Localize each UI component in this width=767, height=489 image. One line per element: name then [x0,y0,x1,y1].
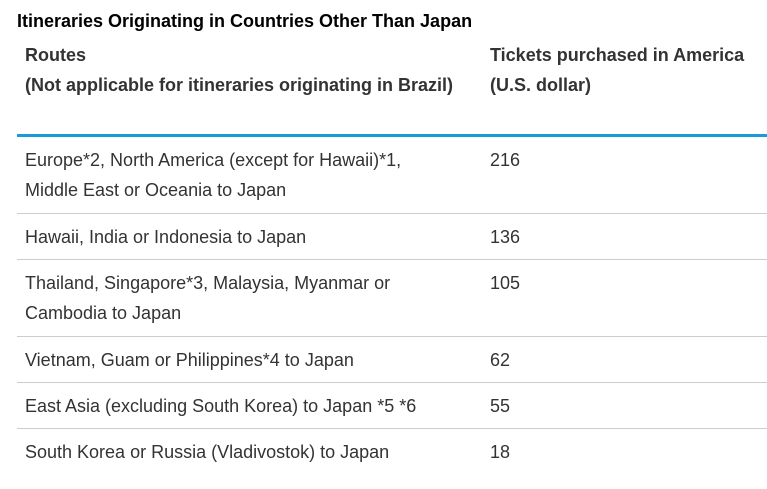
route-text: Thailand, Singapore*3, Malaysia, Myanmar… [25,273,391,293]
route-text: South Korea or Russia (Vladivostok) to J… [25,442,390,462]
route-text: Cambodia to Japan [25,303,182,323]
route-cell: Vietnam, Guam or Philippines*4 to Japan [17,337,490,382]
route-text: Middle East or Oceania to Japan [25,180,287,200]
header-price-label: Tickets purchased in America [490,45,745,65]
table-row: Thailand, Singapore*3, Malaysia, Myanmar… [17,260,767,337]
price-cell: 55 [490,396,511,416]
header-routes-note: (Not applicable for itineraries originat… [25,75,454,95]
table-row: Hawaii, India or Indonesia to Japan 136 [17,214,767,260]
table-header: Routes (Not applicable for itineraries o… [17,40,767,137]
header-price-cell: Tickets purchased in America (U.S. dolla… [490,40,767,134]
route-cell: Europe*2, North America (except for Hawa… [17,137,490,213]
price-cell: 216 [490,150,521,170]
table-row: East Asia (excluding South Korea) to Jap… [17,383,767,429]
price-cell: 18 [490,442,511,462]
route-text: Europe*2, North America (except for Hawa… [25,150,402,170]
route-cell: Thailand, Singapore*3, Malaysia, Myanmar… [17,260,490,336]
price-cell: 105 [490,273,521,293]
table-row: Europe*2, North America (except for Hawa… [17,137,767,214]
route-cell: South Korea or Russia (Vladivostok) to J… [17,429,490,474]
header-price-currency: (U.S. dollar) [490,75,592,95]
route-text: Hawaii, India or Indonesia to Japan [25,227,307,247]
route-text: East Asia (excluding South Korea) to Jap… [25,396,417,416]
header-routes-cell: Routes (Not applicable for itineraries o… [17,40,490,134]
route-cell: East Asia (excluding South Korea) to Jap… [17,383,490,428]
fare-table: Routes (Not applicable for itineraries o… [17,40,767,474]
table-row: South Korea or Russia (Vladivostok) to J… [17,429,767,474]
page-title: Itineraries Originating in Countries Oth… [17,11,473,31]
price-cell: 62 [490,350,511,370]
header-routes-label: Routes [25,45,87,65]
route-cell: Hawaii, India or Indonesia to Japan [17,214,490,259]
route-text: Vietnam, Guam or Philippines*4 to Japan [25,350,354,370]
price-cell: 136 [490,227,521,247]
table-row: Vietnam, Guam or Philippines*4 to Japan … [17,337,767,383]
